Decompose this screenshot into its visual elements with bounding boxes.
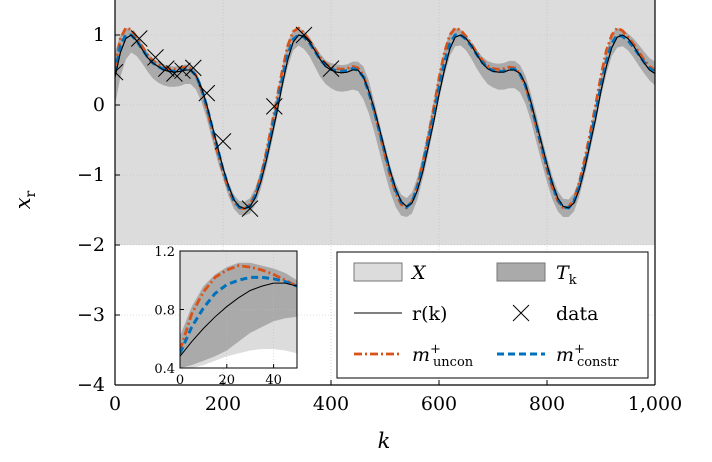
y-tick-label-5: −4 [77,374,105,396]
legend-label-4-sub: uncon [433,355,474,370]
inset-series-uncon [180,264,297,351]
data-point-8 [214,133,232,150]
y-tick-label-4: −3 [77,304,105,326]
data-point-1 [130,30,148,47]
y-axis-label: xr [11,190,39,209]
legend-entry-5: m+ constr [497,342,619,370]
data-point-6 [184,59,202,77]
y-tick-label-2: −1 [77,164,105,186]
legend-label-1: Tk [556,262,577,288]
inset-y-tick-label-0: 1.2 [154,245,175,260]
y-tick-label-0: 1 [93,24,105,46]
legend-label-3: data [556,303,598,325]
data-point-11 [295,26,313,44]
inset-y-tick-label-1: 0.8 [154,304,175,319]
data-point-stroke-b [214,133,232,150]
legend-entry-3: data [512,303,598,325]
legend-label-0: X [410,262,427,284]
data-point-stroke-b [184,59,202,77]
main-clip-group [115,0,655,385]
legend-label-0-main: X [410,262,427,284]
data-point-stroke-b [157,60,175,77]
axes-labels: k xr [11,190,390,453]
y-tick-label-3: −2 [77,234,105,256]
legend-label-5-main: m [556,344,574,366]
inset-x-tick-label-0: 0 [176,373,184,388]
legend-label-1-sub: k [569,273,577,288]
data-point-9 [241,200,259,217]
x-axis-label: k [378,429,391,453]
data-point-stroke-a [115,71,124,81]
y-axis-label-sub: r [23,190,39,197]
data-point-10 [265,98,283,115]
x-tick-label-0: 0 [109,393,121,415]
x-tick-label-2: 400 [313,393,349,415]
legend-label-1-main: T [556,262,570,284]
inset-plot: 0 20 40 1.2 0.8 0.4 [154,245,298,388]
data-point-stroke-b [265,98,283,115]
legend-entry-4: m+ uncon [354,342,474,370]
data-point-stroke-b [174,62,191,80]
inset-series-constr [180,275,297,354]
y-tick-label-1: 0 [93,94,105,116]
x-tick-label-5: 1,000 [628,393,682,415]
legend-label-3-main: data [556,303,598,325]
data-point-12 [322,60,340,77]
inset-band-tk [180,262,297,368]
data-point-5 [174,62,191,80]
data-point-stroke-b [241,200,259,217]
legend-label-4-main: m [412,344,430,366]
legend-label-4-sup: + [430,342,441,357]
inset-series-r [180,282,297,357]
data-point-stroke-b [198,84,216,102]
inset-y-tick-label-2: 0.4 [154,362,175,377]
data-point-stroke-b [147,49,164,66]
legend-label-2: r(k) [412,303,447,325]
legend-entry-2: r(k) [354,303,447,325]
data-point-7 [198,84,216,102]
data-point-stroke-b [322,60,340,77]
series-r-top [115,34,655,210]
data-point-stroke-b [130,30,148,47]
legend-label-4: m+ uncon [412,342,474,370]
data-point-0 [115,63,124,81]
legend-label-5: m+ constr [556,342,619,370]
legend-swatch-region [353,262,403,282]
x-tick-label-4: 800 [529,393,565,415]
legend-label-5-sup: + [574,342,585,357]
inset-x-tick-label-1: 20 [219,373,236,388]
data-point-stroke-b [295,26,313,44]
legend-label-2-main: r(k) [412,303,447,325]
legend-marker-b [512,304,530,322]
data-point-stroke-b [115,63,124,73]
legend-swatch-band [496,262,546,282]
x-tick-label-3: 600 [421,393,457,415]
inset-x-tick-label-2: 40 [265,373,282,388]
legend-label-5-sub: constr [577,355,619,370]
inset-clip-group [180,251,297,368]
y-axis-label-main: x [11,197,35,209]
legend-entry-1: Tk [496,262,577,288]
x-tick-label-1: 200 [205,393,241,415]
legend-entry-0: X [353,262,427,284]
data-point-3 [157,60,175,77]
